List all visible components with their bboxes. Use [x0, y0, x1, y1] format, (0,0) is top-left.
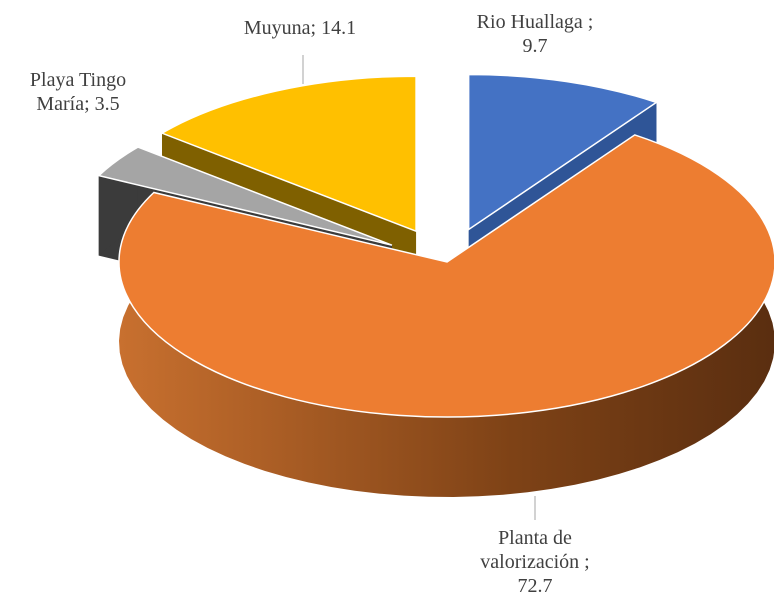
- label-value: 3.5: [94, 93, 120, 115]
- label-category: Muyuna;: [243, 17, 317, 39]
- slice-top: [118, 134, 774, 418]
- slice-top: [160, 75, 417, 233]
- label-value: 14.1: [321, 17, 357, 39]
- slice-top: [97, 146, 393, 246]
- slice-top: [467, 73, 659, 231]
- data-label: Playa Tingo María; 3.5: [8, 68, 148, 116]
- slice: [118, 134, 774, 497]
- label-value: 9.7: [522, 35, 548, 57]
- data-label: Muyuna; 14.1: [200, 16, 400, 40]
- label-category: Rio Huallaga ;: [476, 11, 594, 33]
- data-label: Planta de valorización ; 72.7: [465, 526, 605, 598]
- slice-side: [119, 134, 774, 497]
- label-category: Planta de valorización ;: [480, 527, 590, 573]
- data-label: Rio Huallaga ; 9.7: [465, 10, 605, 58]
- label-value: 72.7: [517, 575, 553, 597]
- label-category: Playa Tingo María;: [29, 69, 127, 115]
